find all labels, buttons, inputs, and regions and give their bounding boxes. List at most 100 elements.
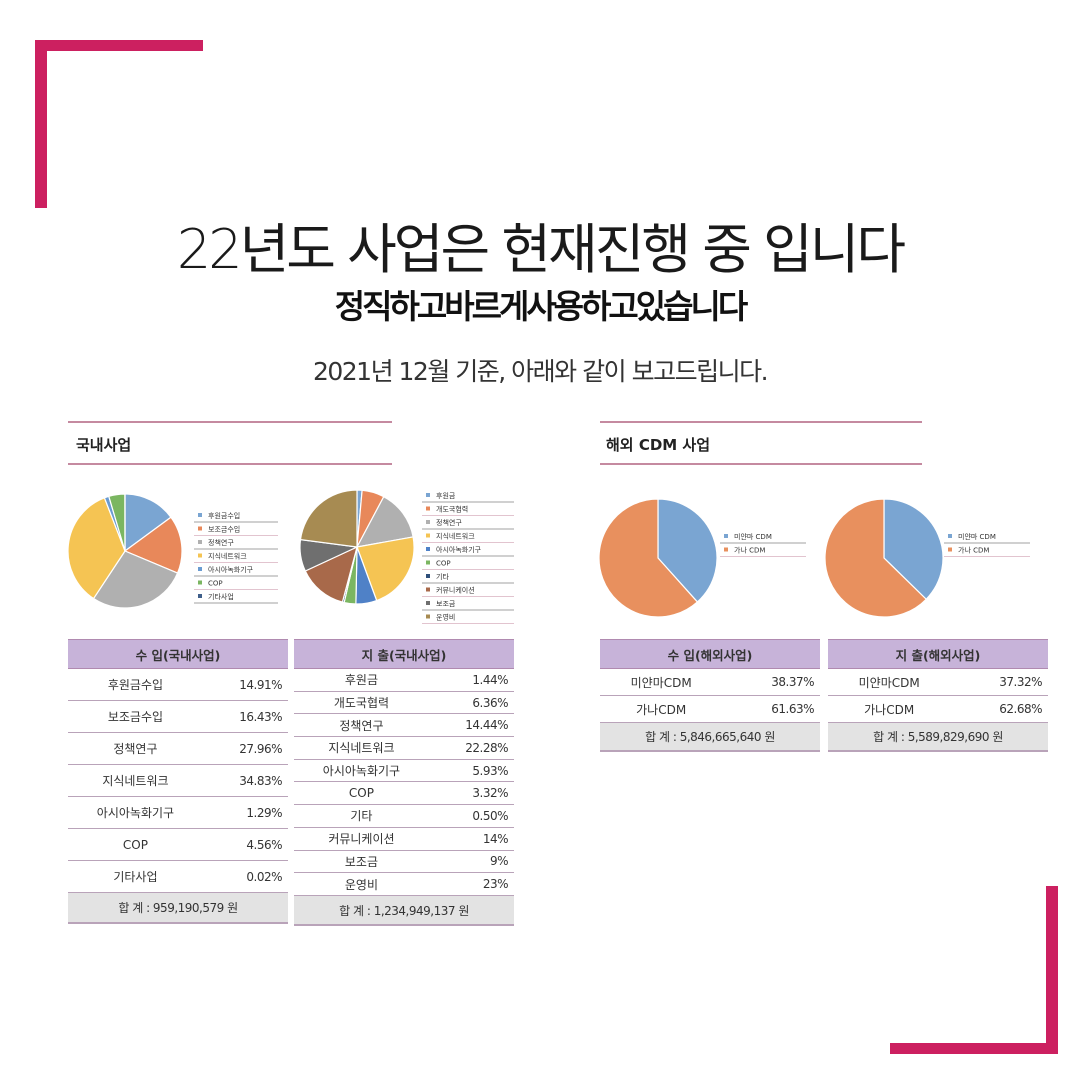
- overseas-income-pie-chart: 미얀마 CDM 가나 CDM: [598, 498, 806, 618]
- row-label: 지식네트워크: [68, 764, 203, 797]
- legend-swatch: [426, 520, 430, 524]
- legend-label: 가나 CDM: [958, 546, 989, 555]
- legend-swatch: [426, 560, 430, 565]
- legend-swatch: [426, 533, 430, 538]
- row-label: 아시아녹화기구: [68, 796, 203, 829]
- table-row: 정책연구 14.44%: [294, 713, 514, 738]
- legend-swatch: [198, 594, 202, 598]
- row-value: 5.93%: [428, 759, 514, 783]
- overseas-expense-table: 지 출(해외사업) 미얀마CDM 37.32% 가나CDM 62.68% 합 계 : 5…: [828, 639, 1048, 752]
- row-value: 34.83%: [202, 764, 288, 797]
- legend-swatch: [198, 580, 202, 585]
- legend-label: 정책연구: [436, 518, 462, 527]
- domestic-expense-table: 지 출(국내사업) 후원금 1.44% 개도국협력 6.36% 정책연구 14.44% 지식…: [294, 639, 514, 927]
- table-row: 가나CDM 61.63%: [600, 695, 820, 723]
- table-header: 지 출(국내사업): [294, 639, 514, 669]
- table-row: 정책연구 27.96%: [68, 732, 288, 765]
- row-label: 아시아녹화기구: [294, 759, 429, 783]
- legend-label: 지식네트워크: [208, 552, 247, 561]
- domestic-income-table: 수 입(국내사업) 후원금수입 14.91% 보조금수입 16.43% 정책연구 27.9…: [68, 639, 288, 924]
- legend-swatch: [724, 534, 728, 538]
- legend-swatch: [198, 513, 202, 517]
- legend-label: 미얀마 CDM: [958, 532, 996, 541]
- pie-slice: [824, 498, 928, 618]
- row-value: 14%: [428, 827, 514, 851]
- row-value: 23%: [428, 872, 514, 896]
- legend-label: 아시아녹화기구: [208, 565, 254, 574]
- legend-label: COP: [208, 580, 223, 588]
- legend-swatch: [198, 526, 202, 531]
- legend-swatch: [426, 547, 430, 551]
- row-value: 1.29%: [202, 796, 288, 829]
- legend-label: 개도국협력: [436, 505, 468, 514]
- legend-label: 미얀마 CDM: [734, 532, 772, 541]
- table-row: 미얀마CDM 38.37%: [600, 668, 820, 696]
- table-row: 후원금수입 14.91%: [68, 668, 288, 701]
- legend-swatch: [948, 547, 952, 552]
- table-row: 기타사업 0.02%: [68, 860, 288, 893]
- corner-top-left-horizontal: [35, 40, 203, 51]
- legend-label: 아시아녹화기구: [436, 545, 482, 554]
- row-label: COP: [294, 781, 429, 806]
- row-label: 개도국협력: [294, 691, 429, 715]
- corner-bottom-right-horizontal: [890, 1043, 1058, 1054]
- legend-swatch: [426, 601, 430, 605]
- legend-label: 보조금: [436, 600, 456, 608]
- legend-swatch: [724, 547, 728, 552]
- overseas-section-title: 해외 CDM 사업: [606, 436, 711, 454]
- row-label: 기타사업: [68, 860, 203, 893]
- row-label: 운영비: [294, 872, 429, 896]
- row-value: 14.44%: [428, 713, 514, 738]
- row-value: 62.68%: [950, 695, 1048, 723]
- pie-slice: [355, 495, 414, 548]
- table-row: 개도국협력 6.36%: [294, 691, 514, 715]
- table-row: 보조금 9%: [294, 850, 514, 874]
- row-label: 미얀마CDM: [600, 668, 723, 696]
- row-value: 27.96%: [202, 732, 288, 765]
- row-value: 22.28%: [428, 736, 514, 760]
- row-label: 지식네트워크: [294, 736, 429, 760]
- total-row: 합 계 : 959,190,579 원: [68, 892, 288, 924]
- pie-slice: [67, 497, 126, 600]
- total-value: 합 계 : 5,589,829,690 원: [828, 722, 1048, 752]
- table-row: 지식네트워크 34.83%: [68, 764, 288, 797]
- row-value: 14.91%: [202, 668, 288, 701]
- legend-swatch: [426, 574, 430, 578]
- row-label: 가나CDM: [828, 695, 951, 723]
- table-row: 미얀마CDM 37.32%: [828, 668, 1048, 696]
- row-label: 후원금: [294, 668, 429, 692]
- row-label: 미얀마CDM: [828, 668, 951, 696]
- legend-label: 보조금수입: [208, 526, 240, 534]
- row-label: 정책연구: [294, 713, 429, 738]
- legend-swatch: [426, 587, 430, 592]
- row-value: 4.56%: [202, 828, 288, 861]
- report-basis-text: 2021년 12월 기준, 아래와 같이 보고드립니다.: [312, 357, 769, 386]
- row-value: 6.36%: [428, 691, 514, 715]
- row-label: 가나CDM: [600, 695, 723, 723]
- legend-label: 운영비: [436, 613, 455, 622]
- row-value: 38.37%: [722, 668, 820, 696]
- row-label: COP: [68, 828, 203, 861]
- table-row: 커뮤니케이션 14%: [294, 827, 514, 851]
- legend-label: 커뮤니케이션: [436, 586, 475, 595]
- legend-label: COP: [436, 560, 451, 568]
- legend-swatch: [426, 493, 430, 497]
- legend-label: 후원금수입: [208, 511, 240, 520]
- pie-slice: [883, 498, 944, 601]
- row-label: 정책연구: [68, 732, 203, 765]
- row-value: 0.02%: [202, 860, 288, 893]
- table-row: 운영비 23%: [294, 872, 514, 896]
- pie-slice: [657, 498, 718, 603]
- overseas-income-table: 수 입(해외사업) 미얀마CDM 38.37% 가나CDM 61.63% 합 계 : 5…: [600, 639, 820, 752]
- legend-swatch: [198, 553, 202, 558]
- legend-swatch: [426, 506, 430, 511]
- section-rule-top: [600, 421, 922, 423]
- row-value: 9%: [428, 850, 514, 874]
- row-label: 기타: [294, 804, 429, 828]
- legend-swatch: [948, 534, 952, 538]
- row-label: 커뮤니케이션: [294, 827, 429, 851]
- legend-swatch: [426, 614, 430, 619]
- legend-label: 가나 CDM: [734, 546, 765, 555]
- table-row: 후원금 1.44%: [294, 668, 514, 692]
